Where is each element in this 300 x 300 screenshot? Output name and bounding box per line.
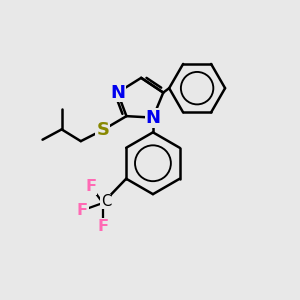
Text: F: F — [97, 219, 109, 234]
Text: F: F — [77, 203, 88, 218]
Text: S: S — [96, 121, 110, 139]
Text: N: N — [146, 109, 160, 127]
Text: C: C — [100, 194, 111, 209]
Text: N: N — [110, 84, 125, 102]
Text: F: F — [85, 179, 97, 194]
